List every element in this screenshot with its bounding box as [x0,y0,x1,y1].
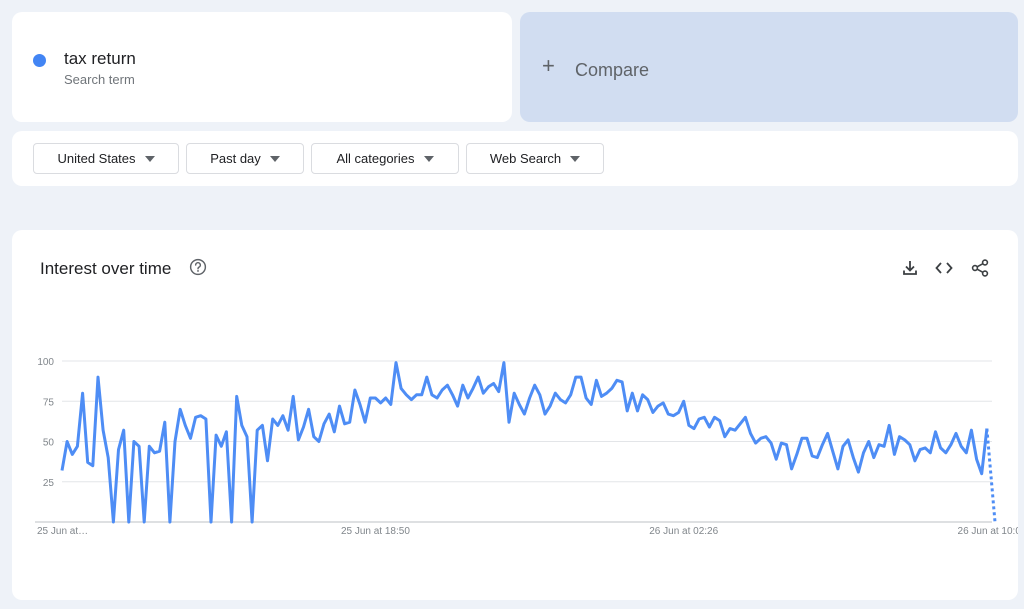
region-dropdown[interactable]: United States [33,143,179,174]
y-tick-label: 75 [43,397,55,408]
x-tick-label: 26 Jun at 02:26 [649,526,718,537]
y-tick-label: 50 [43,438,55,449]
compare-button[interactable]: + Compare [520,12,1018,122]
caret-down-icon [144,155,155,162]
interest-over-time-card: Interest over time 100 75 50 25 25 Jun at… 25… [12,230,1018,600]
help-icon[interactable] [189,258,207,276]
x-tick-label: 25 Jun at 18:50 [341,526,410,537]
x-tick-label: 26 Jun at 10:02 [958,526,1018,537]
caret-down-icon [269,155,280,162]
series-line [60,361,989,524]
category-dropdown[interactable]: All categories [311,143,459,174]
compare-label: Compare [575,60,650,80]
plus-icon: + [542,53,555,78]
partial-data-line [985,428,997,523]
line-chart: 100 75 50 25 25 Jun at… 25 Jun at 18:50 26 Jun… [35,357,1018,537]
y-tick-label: 100 [37,357,54,368]
x-tick-label: 25 Jun at… [37,526,88,537]
caret-down-icon [570,155,581,162]
caret-down-icon [423,155,434,162]
search-type-dropdown[interactable]: Web Search [466,143,604,174]
category-dropdown-label: All categories [336,151,415,166]
chart-title: Interest over time [40,259,172,278]
time-range-dropdown[interactable]: Past day [186,143,304,174]
embed-code-icon[interactable] [934,258,954,278]
search-term-name: tax return [64,49,136,68]
search-term-card[interactable]: tax return Search term [12,12,512,122]
time-range-dropdown-label: Past day [210,151,261,166]
search-type-dropdown-label: Web Search [489,151,562,166]
filter-bar: United States Past day All categories We… [12,131,1018,186]
y-tick-label: 25 [43,478,55,489]
download-icon[interactable] [900,258,920,278]
series-color-dot [33,54,46,67]
region-dropdown-label: United States [57,151,136,166]
share-icon[interactable] [970,258,990,278]
search-term-subtitle: Search term [64,72,135,87]
